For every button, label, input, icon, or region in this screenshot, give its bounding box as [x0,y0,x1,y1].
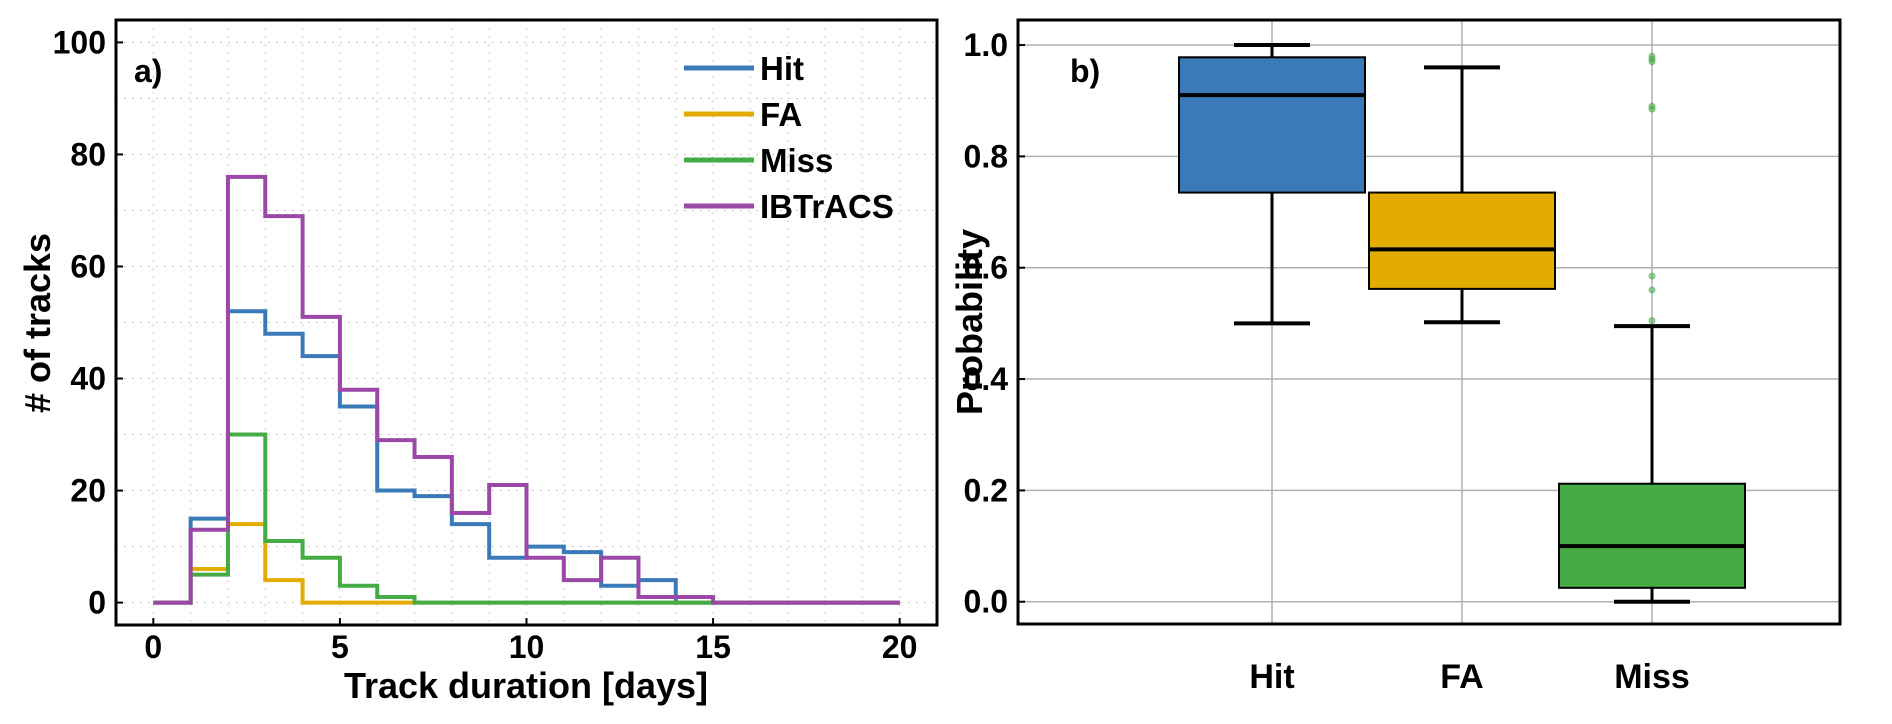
category-fa-label: FA [1440,658,1483,696]
series-ibtracs-line [153,174,900,605]
category-miss-label: Miss [1614,658,1690,696]
panel-b-y-tick-label: 0.8 [964,138,1008,174]
panel-b-y-axis-label: Probability [949,229,990,415]
category-hit-label: Hit [1249,658,1294,696]
box-hit [1178,43,1366,326]
panel-b-boxes [1178,43,1746,604]
panel-a-histogram: 0 5 10 15 20 0 20 40 60 80 100 a) Track duration … [17,18,939,706]
box-miss-outlier [1648,317,1656,325]
box-miss-outlier [1648,286,1656,294]
panel-b-y-tick-label: 0.6 [964,250,1008,286]
panel-a-y-axis-label: # of tracks [17,233,58,413]
panel-b-y-tick-label: 0.2 [964,472,1008,508]
panel-a-x-ticks: 0 5 10 15 20 [144,618,917,665]
panel-a-x-tick-label: 5 [331,629,349,665]
panel-a-y-tick-label: 100 [53,24,106,60]
box-miss-iqr [1558,482,1746,589]
panel-a-y-tick-label: 80 [70,136,106,172]
box-fa [1368,65,1556,325]
panel-b-label: b) [1070,53,1100,89]
legend-ibtracs-label: IBTrACS [760,188,894,225]
box-miss-outlier [1648,272,1656,280]
panel-a-label: a) [134,53,162,89]
panel-a-legend: Hit FA Miss IBTrACS [684,50,894,225]
box-miss-outlier [1648,102,1656,110]
panel-a-x-axis-label: Track duration [days] [344,665,708,706]
panel-a-y-ticks: 0 20 40 60 80 100 [53,24,123,621]
panel-a-y-tick-label: 0 [88,585,106,621]
panel-a-y-tick-label: 20 [70,473,106,509]
panel-b-y-tick-label: 1.0 [964,27,1008,63]
panel-a-x-tick-label: 15 [695,629,731,665]
panel-a-x-tick-label: 10 [509,629,545,665]
box-fa-iqr [1368,191,1556,290]
panel-b-boxplot: 0.0 0.2 0.4 0.6 0.8 1.0 Hit FA Miss b) Probabil… [949,18,1842,696]
box-miss [1558,52,1746,604]
panel-a-x-tick-label: 20 [882,629,918,665]
panel-a-y-tick-label: 60 [70,248,106,284]
panel-b-y-ticks: 0.0 0.2 0.4 0.6 0.8 1.0 [964,27,1025,620]
legend-fa-label: FA [760,96,802,133]
panel-a-series [153,174,900,605]
panel-a-y-tick-label: 40 [70,361,106,397]
panel-b-x-ticks: Hit FA Miss [1249,658,1689,696]
box-miss-outlier [1648,52,1656,60]
panel-b-frame [1016,18,1842,626]
panel-a-x-tick-label: 0 [144,629,162,665]
box-hit-iqr [1178,56,1366,194]
legend-miss-label: Miss [760,142,833,179]
panel-b-y-tick-label: 0.4 [964,361,1009,397]
legend-hit-label: Hit [760,50,804,87]
panel-b-y-tick-label: 0.0 [964,584,1008,620]
